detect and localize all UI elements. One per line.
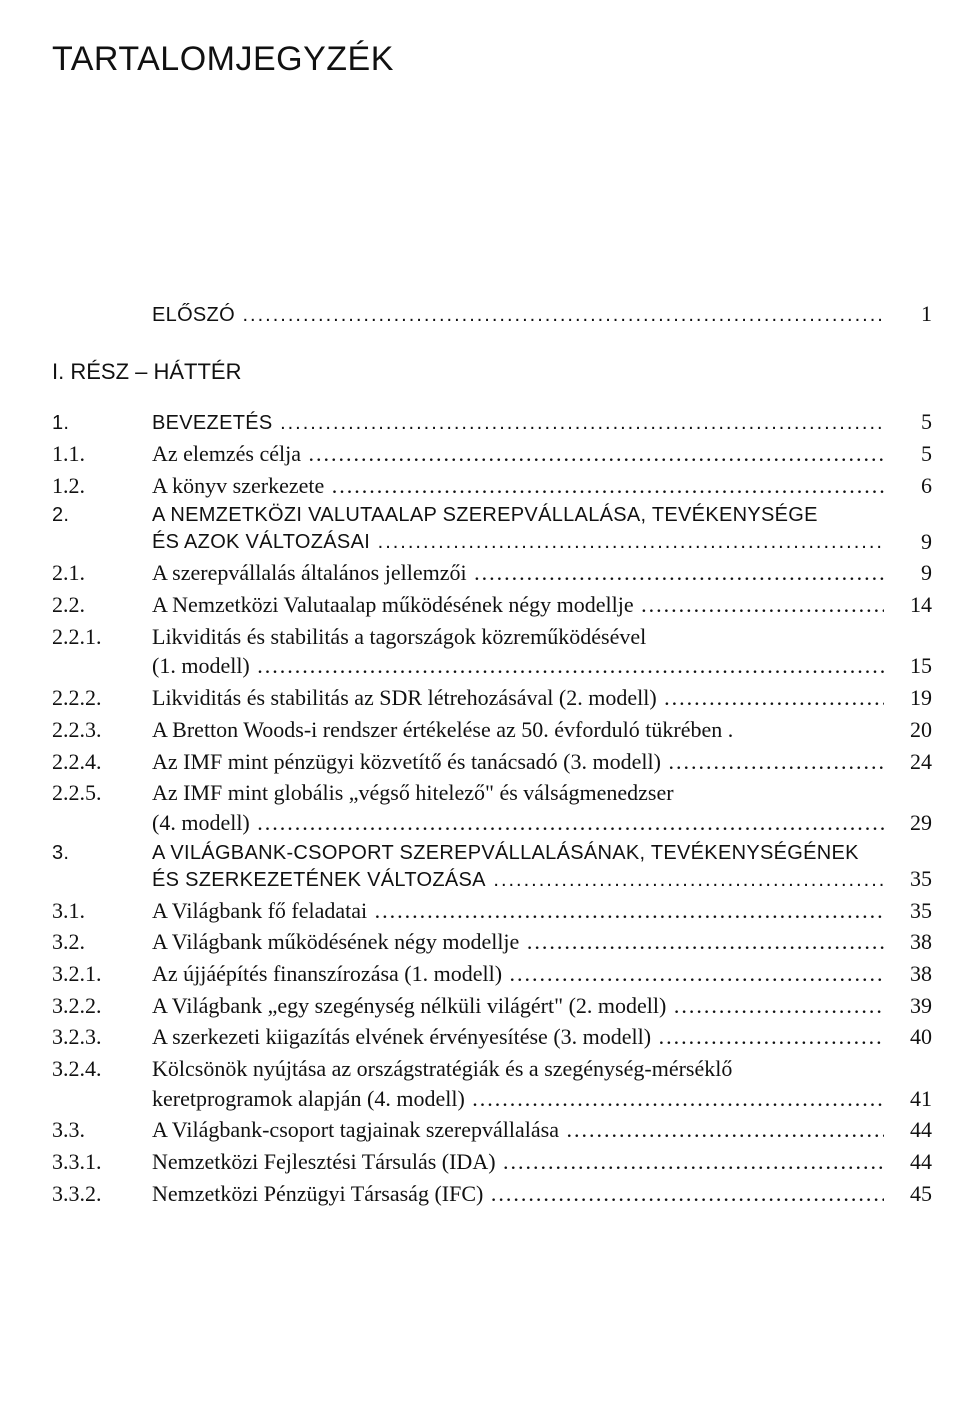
entry-text: A szerkezeti kiigazítás elvének érvényes…	[152, 1022, 884, 1052]
entry-page: 9	[884, 558, 932, 588]
entry-text: Az újjáépítés finanszírozása (1. modell)	[152, 959, 884, 989]
entry-page: 6	[884, 471, 932, 501]
entry-text: Az elemzés célja	[152, 439, 884, 469]
toc-entry: 2.2.A Nemzetközi Valutaalap működésének …	[52, 590, 932, 620]
entry-text: A Világbank fő feladatai	[152, 896, 884, 926]
entry-page: 14	[884, 590, 932, 620]
entry-page: 24	[884, 747, 932, 777]
entry-page: 15	[884, 651, 932, 681]
entry-page: 35	[884, 896, 932, 926]
entry-text: Nemzetközi Fejlesztési Társulás (IDA)	[152, 1147, 884, 1177]
entry-number: 3.2.2.	[52, 991, 152, 1021]
entry-number: 2.	[52, 502, 152, 529]
entry-number: 3.	[52, 840, 152, 867]
entry-page: 44	[884, 1115, 932, 1145]
entry-number: 2.2.4.	[52, 747, 152, 777]
toc-body: 1.BEVEZETÉS51.1.Az elemzés célja51.2.A k…	[52, 407, 932, 1208]
toc-entry: 2.A NEMZETKÖZI VALUTAALAP SZEREPVÁLLALÁS…	[52, 502, 932, 556]
page-title: TARTALOMJEGYZÉK	[52, 40, 932, 79]
entry-text: Az IMF mint globális „végső hitelező" és…	[152, 778, 884, 837]
entry-text: A Nemzetközi Valutaalap működésének négy…	[152, 590, 884, 620]
entry-text: A Bretton Woods-i rendszer értékelése az…	[152, 715, 884, 745]
entry-number: 3.2.	[52, 927, 152, 957]
entry-number: 2.2.5.	[52, 778, 152, 808]
entry-text: A szerepvállalás általános jellemzői	[152, 558, 884, 588]
toc-entry: 3.2.2.A Világbank „egy szegénység nélkül…	[52, 991, 932, 1021]
entry-page: 35	[884, 864, 932, 894]
entry-number: 3.3.1.	[52, 1147, 152, 1177]
toc-entry-preface: ELŐSZÓ 1	[52, 299, 932, 329]
entry-page: 41	[884, 1084, 932, 1114]
entry-text: A Világbank működésének négy modellje	[152, 927, 884, 957]
entry-page: 9	[884, 527, 932, 557]
entry-page: 39	[884, 991, 932, 1021]
entry-number: 2.1.	[52, 558, 152, 588]
entry-number: 3.2.3.	[52, 1022, 152, 1052]
entry-text: A Világbank „egy szegénység nélküli vilá…	[152, 991, 884, 1021]
entry-text: A VILÁGBANK-CSOPORT SZEREPVÁLLALÁSÁNAK, …	[152, 840, 884, 894]
entry-page: 40	[884, 1022, 932, 1052]
toc-entry: 3.3.2.Nemzetközi Pénzügyi Társaság (IFC)…	[52, 1179, 932, 1209]
entry-text: A Világbank-csoport tagjainak szerepváll…	[152, 1115, 884, 1145]
toc-entry: 1.1.Az elemzés célja5	[52, 439, 932, 469]
entry-page: 1	[884, 299, 932, 329]
entry-number: 1.2.	[52, 471, 152, 501]
entry-text: A NEMZETKÖZI VALUTAALAP SZEREPVÁLLALÁSA,…	[152, 502, 884, 556]
toc-entry: 2.1.A szerepvállalás általános jellemzői…	[52, 558, 932, 588]
entry-number: 2.2.3.	[52, 715, 152, 745]
entry-text: Likviditás és stabilitás az SDR létrehoz…	[152, 683, 884, 713]
entry-number: 2.2.2.	[52, 683, 152, 713]
entry-number: 2.2.1.	[52, 622, 152, 652]
entry-number: 3.1.	[52, 896, 152, 926]
entry-text: A könyv szerkezete	[152, 471, 884, 501]
entry-text: Nemzetközi Pénzügyi Társaság (IFC)	[152, 1179, 884, 1209]
part-heading: I. RÉSZ – HÁTTÉR	[52, 359, 932, 385]
entry-text: Likviditás és stabilitás a tagországok k…	[152, 622, 884, 681]
entry-number: 1.	[52, 410, 152, 437]
toc-entry: 3.2.A Világbank működésének négy modellj…	[52, 927, 932, 957]
entry-page: 45	[884, 1179, 932, 1209]
entry-page: 20	[884, 715, 932, 745]
entry-text: Kölcsönök nyújtása az országstratégiák é…	[152, 1054, 884, 1113]
toc-entry: 3.2.4.Kölcsönök nyújtása az országstraté…	[52, 1054, 932, 1113]
toc-entry: 1.2.A könyv szerkezete6	[52, 471, 932, 501]
toc-entry: 2.2.2.Likviditás és stabilitás az SDR lé…	[52, 683, 932, 713]
toc-entry: 3.3.A Világbank-csoport tagjainak szerep…	[52, 1115, 932, 1145]
entry-number: 1.1.	[52, 439, 152, 469]
toc-entry: 3.1.A Világbank fő feladatai35	[52, 896, 932, 926]
entry-number: 3.2.1.	[52, 959, 152, 989]
entry-page: 5	[884, 407, 932, 437]
entry-text: BEVEZETÉS	[152, 410, 884, 437]
entry-page: 44	[884, 1147, 932, 1177]
toc-entry: 2.2.4.Az IMF mint pénzügyi közvetítő és …	[52, 747, 932, 777]
toc-entry: 2.2.3.A Bretton Woods-i rendszer értékel…	[52, 715, 932, 745]
toc-entry: 2.2.5.Az IMF mint globális „végső hitele…	[52, 778, 932, 837]
toc-entry: 3.A VILÁGBANK-CSOPORT SZEREPVÁLLALÁSÁNAK…	[52, 840, 932, 894]
entry-number: 3.3.	[52, 1115, 152, 1145]
entry-page: 38	[884, 927, 932, 957]
toc-entry: 2.2.1.Likviditás és stabilitás a tagorsz…	[52, 622, 932, 681]
toc-page: TARTALOMJEGYZÉK ELŐSZÓ 1 I. RÉSZ – HÁTTÉ…	[0, 0, 960, 1248]
entry-text: ELŐSZÓ	[152, 302, 884, 329]
entry-page: 38	[884, 959, 932, 989]
entry-page: 5	[884, 439, 932, 469]
toc-entry: 3.2.3.A szerkezeti kiigazítás elvének ér…	[52, 1022, 932, 1052]
toc-entry: 3.2.1.Az újjáépítés finanszírozása (1. m…	[52, 959, 932, 989]
entry-page: 29	[884, 808, 932, 838]
entry-number: 2.2.	[52, 590, 152, 620]
entry-number: 3.2.4.	[52, 1054, 152, 1084]
toc-entry: 3.3.1.Nemzetközi Fejlesztési Társulás (I…	[52, 1147, 932, 1177]
entry-text: Az IMF mint pénzügyi közvetítő és tanács…	[152, 747, 884, 777]
entry-number: 3.3.2.	[52, 1179, 152, 1209]
toc-entry: 1.BEVEZETÉS5	[52, 407, 932, 437]
entry-page: 19	[884, 683, 932, 713]
